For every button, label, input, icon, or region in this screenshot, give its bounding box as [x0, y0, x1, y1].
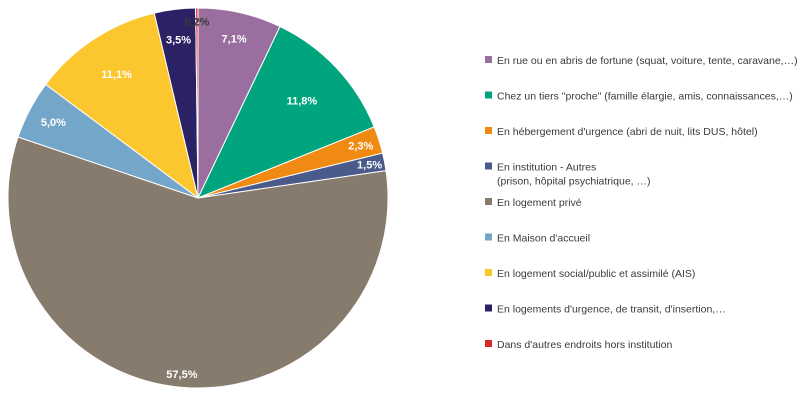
legend-item-5: En logement privé	[485, 197, 582, 209]
legend-label: (prison, hôpital psychiatrique, …)	[497, 176, 651, 188]
pie-slice-7	[45, 12, 199, 200]
slice-label-9: 0,2%	[184, 16, 209, 28]
legend-swatch	[485, 304, 492, 312]
legend: En rue ou en abris de fortune (squat, vo…	[485, 55, 798, 351]
slice-label-5: 57,5%	[166, 369, 197, 381]
slice-label-6: 5,0%	[41, 117, 66, 129]
legend-item-8: En logements d'urgence, de transit, d'in…	[485, 304, 726, 316]
legend-label: En hébergement d'urgence (abri de nuit, …	[497, 126, 758, 138]
slice-label-7: 11,1%	[101, 69, 132, 81]
legend-swatch	[485, 269, 492, 276]
legend-label: En rue ou en abris de fortune (squat, vo…	[497, 55, 798, 67]
legend-item-4: En institution - Autres (prison, hôpital …	[485, 162, 651, 188]
slice-label-8: 3,5%	[166, 35, 191, 47]
slice-label-1: 7,1%	[222, 34, 247, 46]
pie-labels: 7,1% 11,8% 2,3% 1,5% 57,5% 5,0% 11,1% 3,5% 0,2%	[41, 16, 382, 381]
legend-item-2: Chez un tiers "proche" (famille élargie,…	[485, 91, 793, 103]
legend-swatch	[485, 233, 492, 241]
legend-label: En logements d'urgence, de transit, d'in…	[497, 304, 726, 316]
legend-label: En Maison d'accueil	[497, 233, 590, 245]
legend-swatch	[485, 127, 492, 134]
legend-item-6: En Maison d'accueil	[485, 233, 590, 245]
legend-item-3: En hébergement d'urgence (abri de nuit, …	[485, 126, 758, 138]
pie-slice-2	[196, 25, 375, 199]
legend-label: Dans d'autres endroits hors institution	[497, 339, 673, 351]
slice-label-2: 11,8%	[287, 96, 318, 108]
legend-label: En logement privé	[497, 197, 582, 209]
legend-label: En logement social/public et assimilé (A…	[497, 268, 695, 280]
legend-swatch	[485, 340, 492, 347]
legend-swatch	[485, 56, 492, 63]
legend-label: Chez un tiers "proche" (famille élargie,…	[497, 91, 793, 103]
pie-slice-5	[7, 136, 389, 389]
legend-swatch	[485, 162, 492, 170]
slice-label-3: 2,3%	[348, 141, 373, 153]
slice-label-4: 1,5%	[357, 160, 382, 172]
pie-slices	[7, 7, 389, 389]
legend-item-7: En logement social/public et assimilé (A…	[485, 268, 695, 280]
pie-slice-9	[195, 7, 199, 199]
legend-swatch	[485, 198, 492, 205]
legend-item-1: En rue ou en abris de fortune (squat, vo…	[485, 55, 798, 67]
legend-item-9: Dans d'autres endroits hors institution	[485, 339, 673, 351]
legend-label: En institution - Autres	[497, 162, 596, 174]
legend-swatch	[485, 91, 492, 99]
